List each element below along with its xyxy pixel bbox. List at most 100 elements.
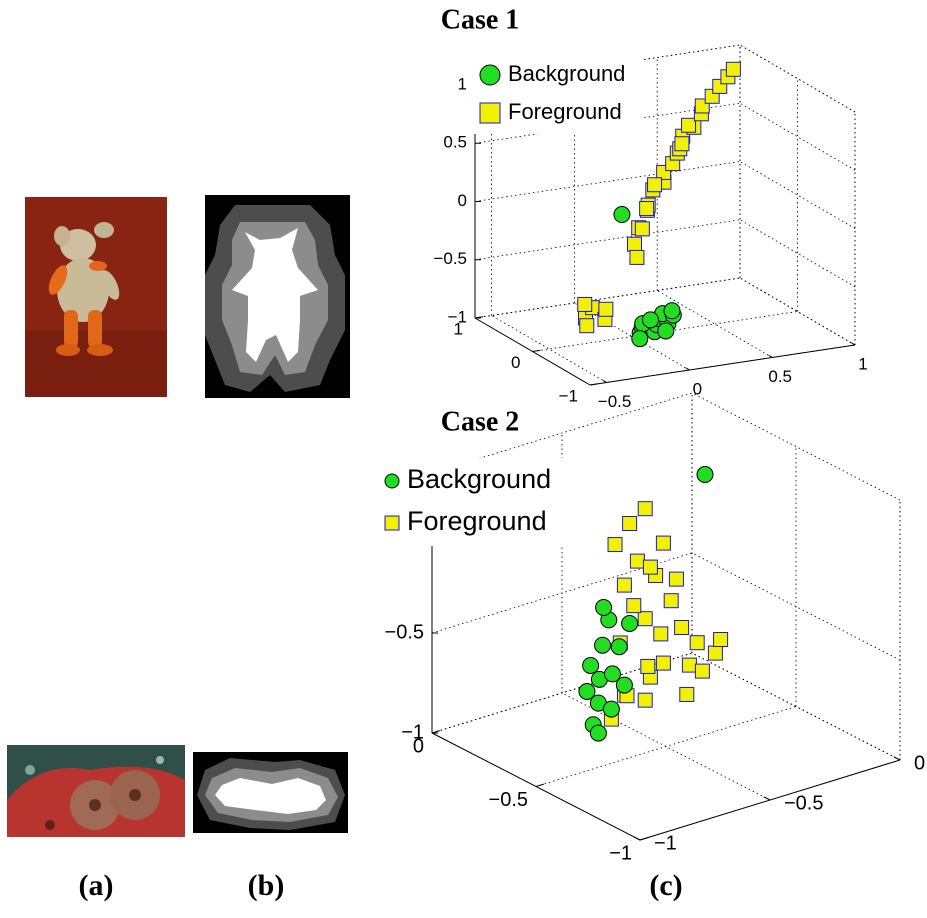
point	[630, 250, 644, 264]
trimap-teddy	[205, 195, 350, 398]
point	[632, 331, 648, 347]
tick-mark	[590, 384, 598, 385]
point	[643, 560, 657, 574]
y-tick-label: −1	[654, 832, 677, 854]
legend-marker	[385, 516, 399, 530]
point	[664, 594, 678, 608]
y-tick-label: −1	[559, 386, 578, 405]
chart-title: Case 2	[441, 406, 520, 437]
point	[656, 656, 670, 670]
point	[695, 664, 709, 678]
x-axis	[590, 345, 855, 385]
y-tick-label: 0	[511, 353, 520, 372]
point	[640, 202, 654, 216]
legend-marker	[385, 474, 399, 488]
z-tick-label: −1	[448, 307, 467, 326]
photo-coral	[7, 745, 185, 837]
legend-marker	[480, 65, 500, 85]
point	[627, 599, 641, 613]
z-tick-label: −0.5	[385, 621, 424, 643]
point	[675, 621, 689, 635]
z-tick-label: 1	[458, 74, 467, 93]
point	[635, 222, 649, 236]
point	[595, 637, 611, 653]
x-tick-label: −0.5	[489, 789, 528, 811]
point	[622, 616, 638, 632]
y-tick-label: 0	[914, 752, 925, 774]
tick-mark	[894, 757, 900, 760]
tick-mark	[533, 350, 541, 351]
panel-label: (c)	[649, 869, 682, 902]
point	[654, 627, 668, 641]
z-tick-label: −1	[401, 721, 424, 743]
legend-label: Foreground	[508, 99, 622, 124]
grid-line	[475, 220, 740, 260]
x-tick-label: −1	[609, 842, 632, 864]
x-tick-label: 1	[858, 354, 867, 373]
legend-label: Background	[508, 61, 625, 86]
tick-mark	[640, 838, 648, 840]
point	[656, 536, 670, 550]
point	[596, 600, 612, 616]
tick-mark	[852, 343, 855, 345]
page: {"panel_labels": ["(a)", "(b)", "(c)"], …	[0, 0, 927, 918]
legend-marker	[480, 103, 500, 123]
chart-title: Case 1	[441, 4, 520, 35]
grid-line	[475, 162, 740, 202]
point	[641, 659, 655, 673]
point	[611, 639, 627, 655]
legend-label: Foreground	[407, 506, 547, 536]
tick-mark	[686, 368, 689, 370]
point	[628, 237, 642, 251]
point	[599, 302, 613, 316]
point	[726, 62, 740, 76]
grid-line	[536, 707, 796, 787]
point	[603, 701, 619, 717]
tick-mark	[634, 837, 640, 840]
point	[630, 554, 644, 568]
tick-mark	[769, 355, 772, 357]
point	[675, 137, 689, 151]
point	[648, 178, 662, 192]
point	[580, 319, 594, 333]
point	[578, 297, 592, 311]
point	[616, 677, 632, 693]
figure: (a) (b) (c) Case 1 Case 2 −0.5 0 0.5 1 −1 0 1 −…	[0, 0, 927, 913]
legend-label: Background	[407, 464, 551, 494]
point	[658, 323, 674, 339]
point	[682, 658, 696, 672]
point	[642, 312, 658, 328]
point	[680, 687, 694, 701]
tick-mark	[764, 797, 770, 800]
z-tick-label: 0.5	[443, 133, 467, 152]
point	[638, 612, 652, 626]
photo-teddy	[25, 197, 167, 397]
point	[583, 658, 599, 674]
tick-mark	[603, 380, 606, 382]
panel-label: (b)	[248, 869, 285, 902]
tick-mark	[536, 784, 544, 786]
point	[638, 693, 652, 707]
trimap-coral	[193, 752, 348, 833]
point	[708, 646, 722, 660]
y-tick-label: −0.5	[784, 792, 823, 814]
point	[608, 538, 622, 552]
point	[682, 118, 696, 132]
x-tick-label: 0	[693, 379, 702, 398]
x-tick-label: −0.5	[598, 392, 632, 411]
x-tick-label: 0.5	[768, 367, 792, 386]
point	[669, 572, 683, 586]
point	[614, 207, 630, 223]
z-tick-label: 0	[458, 191, 467, 210]
point	[623, 517, 637, 531]
point	[697, 467, 713, 483]
point	[664, 303, 680, 319]
z-tick-label: −0.5	[433, 249, 467, 268]
point	[590, 725, 606, 741]
point	[714, 633, 728, 647]
point	[579, 683, 595, 699]
point	[690, 636, 704, 650]
point	[638, 502, 652, 516]
panel-label: (a)	[79, 869, 114, 902]
point	[617, 578, 631, 592]
